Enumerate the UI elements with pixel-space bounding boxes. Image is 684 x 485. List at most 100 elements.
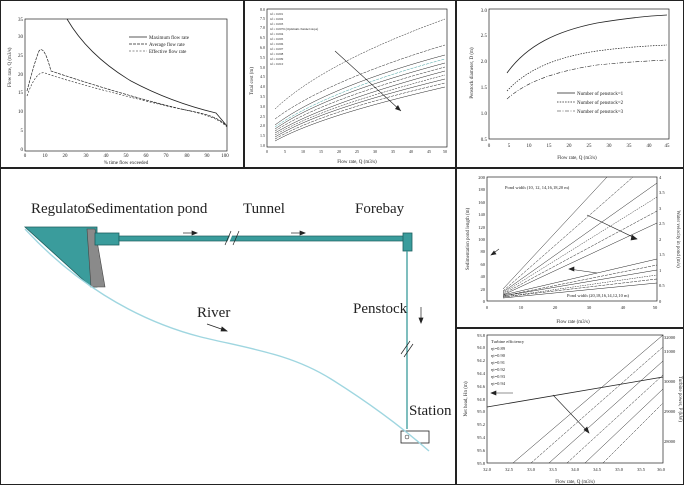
svg-text:15: 15: [18, 91, 24, 96]
x-ticks: 0 10 20 30 40 50: [486, 305, 658, 310]
svg-text:4: 4: [659, 175, 662, 180]
svg-text:Number of penstock=1: Number of penstock=1: [577, 92, 624, 97]
plot-frame: [486, 176, 658, 302]
svg-text:45: 45: [665, 144, 671, 149]
y-axis-label: Penstock diameter, D (m): [470, 47, 475, 99]
y-ticks: 95.8 95.6 95.4 95.2 95.0 94.8 94.6 94.4 …: [477, 333, 486, 466]
annotation-bottom: Pond width (20,18,16,14,12,10 m): [567, 293, 630, 299]
svg-text:0: 0: [266, 149, 268, 154]
svg-text:95.6: 95.6: [477, 448, 486, 453]
effective-flow-curve: [26, 72, 228, 128]
svg-text:5: 5: [21, 129, 24, 134]
svg-text:40: 40: [409, 149, 413, 154]
svg-text:25: 25: [355, 149, 359, 154]
svg-text:nf = 0.010: nf = 0.010: [270, 62, 284, 66]
svg-text:3.5: 3.5: [659, 190, 665, 195]
svg-text:1.5: 1.5: [481, 86, 488, 91]
legend: nf = 0.001 nf = 0.002 nf = 0.003 nf = 0.…: [270, 12, 318, 66]
svg-text:160: 160: [478, 200, 486, 205]
regulator-body: [23, 226, 98, 288]
svg-text:nf = 0.005: nf = 0.005: [270, 37, 284, 41]
plot-frame: [488, 8, 670, 140]
svg-text:94.6: 94.6: [477, 384, 486, 389]
svg-text:4.0: 4.0: [260, 84, 265, 89]
svg-text:28000: 28000: [664, 439, 676, 444]
svg-text:4.5: 4.5: [260, 74, 265, 79]
pond-length-lines: [502, 176, 658, 296]
average-flow-curve: [26, 49, 228, 127]
svg-text:5: 5: [508, 144, 511, 149]
svg-text:nf = 0.002: nf = 0.002: [270, 17, 284, 21]
svg-text:2.5: 2.5: [481, 34, 488, 39]
svg-text:200: 200: [478, 175, 486, 180]
penstock-label: Penstock: [353, 301, 408, 317]
svg-text:30: 30: [373, 149, 377, 154]
turbine-icon: [404, 434, 410, 440]
svg-text:15: 15: [547, 144, 553, 149]
svg-text:35: 35: [627, 144, 633, 149]
svg-text:50: 50: [443, 149, 447, 154]
svg-text:40: 40: [647, 144, 653, 149]
svg-text:29000: 29000: [664, 409, 676, 414]
svg-text:35: 35: [18, 18, 24, 23]
svg-text:20: 20: [567, 144, 573, 149]
penstock-1-curve: [506, 14, 668, 74]
x-axis-label: Flow rate, Q (m3/s): [337, 160, 377, 165]
svg-text:90: 90: [205, 154, 211, 159]
svg-text:10: 10: [527, 144, 533, 149]
forebay-label: Forebay: [355, 201, 405, 217]
tunnel: [118, 235, 408, 242]
y-ticks: 0 5 10 15 20 25 30 35: [18, 18, 24, 153]
svg-text:3.5: 3.5: [260, 94, 265, 99]
svg-text:1: 1: [659, 268, 661, 273]
svg-text:0: 0: [21, 148, 24, 153]
y-ticks: 0 20 40 60 80 100 120 140 160 180 200: [478, 175, 486, 304]
svg-text:2.0: 2.0: [481, 60, 488, 65]
x-ticks: 32.0 32.5 33.0 33.5 34.0 34.5 35.0 35.5 …: [483, 467, 666, 472]
svg-text:95.4: 95.4: [477, 435, 486, 440]
svg-text:nf = 0.001: nf = 0.001: [270, 12, 284, 16]
svg-text:70: 70: [164, 154, 170, 159]
x-axis-label: % time flow exceeded: [104, 161, 149, 166]
svg-text:1.0: 1.0: [481, 112, 488, 117]
river-line: [24, 228, 430, 452]
svg-text:50: 50: [124, 154, 130, 159]
svg-text:25: 25: [587, 144, 593, 149]
svg-text:8.0: 8.0: [260, 7, 265, 12]
svg-text:180: 180: [478, 187, 486, 192]
svg-text:32000: 32000: [664, 335, 676, 340]
svg-text:32.5: 32.5: [505, 467, 514, 472]
svg-text:0.5: 0.5: [659, 283, 665, 288]
svg-text:6.0: 6.0: [260, 45, 265, 50]
svg-text:34.0: 34.0: [571, 467, 580, 472]
svg-text:80: 80: [185, 154, 191, 159]
svg-text:0: 0: [24, 154, 27, 159]
penstock-2-curve: [506, 44, 668, 92]
svg-text:30: 30: [607, 144, 613, 149]
svg-text:10: 10: [519, 305, 524, 310]
svg-text:20: 20: [481, 287, 486, 292]
svg-text:10: 10: [18, 110, 24, 115]
water-velocity-lines: [502, 258, 658, 299]
plot-frame: [266, 8, 448, 148]
x-ticks: 0 5 10 15 20 25 30 35 40 45 50: [266, 149, 447, 154]
station-label: Station: [409, 403, 452, 419]
svg-text:36.0: 36.0: [657, 467, 666, 472]
y-axis-label: Sedimentation pond length (m): [466, 207, 471, 270]
tunnel-break: [226, 230, 234, 246]
svg-text:Effective flow rate: Effective flow rate: [149, 50, 187, 55]
forebay: [402, 232, 413, 252]
svg-text:94.2: 94.2: [477, 358, 485, 363]
svg-text:1.0: 1.0: [260, 143, 265, 148]
svg-text:0.5: 0.5: [481, 138, 488, 143]
annotation-arrows: [490, 214, 638, 274]
svg-text:2.0: 2.0: [260, 123, 265, 128]
svg-text:30: 30: [18, 35, 24, 40]
svg-text:ηt=0.93: ηt=0.93: [491, 374, 506, 379]
tunnel-label: Tunnel: [243, 201, 285, 217]
x-axis-label: Flow rate, Q (m3/s): [557, 156, 597, 161]
y-ticks: 1.0 1.5 2.0 2.5 3.0 3.5 4.0 4.5 5.0 5.5 …: [260, 7, 265, 148]
cost-curves: [274, 18, 446, 142]
svg-text:20: 20: [63, 154, 69, 159]
net-head-line: [486, 376, 664, 408]
